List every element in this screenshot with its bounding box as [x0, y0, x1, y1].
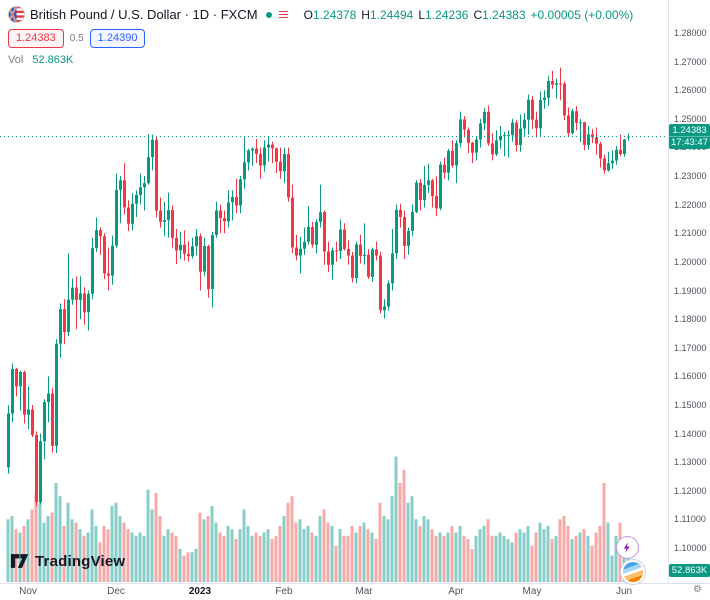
- buy-button[interactable]: 1.24390: [89, 29, 146, 48]
- price-tick: 1.21000: [674, 228, 707, 239]
- time-tick: Dec: [107, 586, 125, 597]
- volume-value: 52.863K: [32, 54, 74, 66]
- last-price-value: 1.24383: [672, 125, 707, 137]
- ohlc-values: O1.24378 H1.24494 L1.24236 C1.24383 +0.00005…: [299, 8, 634, 22]
- high-value: 1.24494: [369, 7, 414, 22]
- price-tick: 1.22000: [674, 199, 707, 210]
- price-tick: 1.10000: [674, 543, 707, 553]
- volume-bars: [6, 456, 630, 582]
- time-tick: Jun: [615, 586, 633, 597]
- time-tick: 2023: [188, 586, 212, 597]
- price-tick: 1.17000: [674, 342, 707, 353]
- volume-badge: 52.863K: [669, 564, 710, 577]
- bar-countdown: 17:43:47: [669, 136, 710, 148]
- price-tick: 1.12000: [674, 485, 707, 496]
- price-tick: 1.14000: [674, 428, 707, 439]
- price-tick: 1.26000: [674, 85, 707, 96]
- currency-pair-icon: [8, 6, 25, 23]
- price-tick: 1.18000: [674, 314, 707, 325]
- volume-row: Vol 52.863K: [8, 54, 633, 66]
- chart-legend: British Pound / U.S. Dollar · 1D · FXCM …: [8, 6, 633, 66]
- price-tick: 1.19000: [674, 285, 707, 296]
- bid-ask-row: 1.24383 0.5 1.24390: [8, 29, 633, 48]
- low-value: 1.24236: [425, 7, 469, 22]
- quick-actions-button[interactable]: [616, 536, 639, 559]
- price-tick: 1.20000: [674, 256, 707, 267]
- time-tick: Apr: [448, 586, 464, 597]
- price-axis-border: [668, 0, 669, 583]
- symbol-title[interactable]: British Pound / U.S. Dollar · 1D · FXCM: [30, 7, 258, 22]
- price-tick: 1.11000: [674, 514, 706, 525]
- legend-bars-icon[interactable]: [278, 10, 288, 19]
- volume-label: Vol: [8, 54, 24, 66]
- close-label: C: [473, 7, 483, 22]
- market-status-icon: [265, 11, 272, 18]
- tradingview-logo-text: TradingView: [35, 552, 126, 570]
- open-label: O: [303, 7, 313, 22]
- last-price-badge: 1.24383 17:43:47: [669, 124, 710, 150]
- time-tick: May: [522, 586, 542, 597]
- sell-button[interactable]: 1.24383: [8, 29, 64, 48]
- price-tick: 1.15000: [674, 399, 707, 410]
- time-axis-border: [0, 583, 710, 584]
- globe-icon: [623, 562, 643, 582]
- close-value: 1.24383: [482, 7, 526, 22]
- lightning-icon: [623, 542, 630, 553]
- price-tick: 1.28000: [674, 28, 707, 38]
- tradingview-logo[interactable]: TradingView: [10, 552, 125, 570]
- time-tick: Nov: [19, 586, 37, 597]
- symbol-row: British Pound / U.S. Dollar · 1D · FXCM …: [8, 6, 633, 23]
- price-tick: 1.13000: [674, 457, 707, 468]
- price-tick: 1.23000: [674, 171, 707, 182]
- change-value: +0.00005 (+0.00%): [530, 7, 634, 22]
- price-axis[interactable]: 1.280001.270001.260001.250001.240001.230…: [669, 0, 710, 583]
- price-tick: 1.27000: [674, 56, 707, 67]
- open-value: 1.24378: [312, 7, 357, 22]
- low-label: L: [418, 7, 426, 22]
- price-tick: 1.16000: [674, 371, 707, 382]
- time-axis[interactable]: Nov Dec 2023 Feb Mar Apr May Jun: [0, 584, 668, 600]
- axis-settings-icon[interactable]: ⚙: [693, 584, 702, 595]
- price-tick: 1.25000: [674, 113, 707, 124]
- community-button[interactable]: [620, 559, 646, 585]
- spread-value: 0.5: [69, 33, 84, 44]
- tradingview-logo-icon: [10, 554, 29, 568]
- high-label: H: [361, 7, 370, 22]
- candles: [7, 67, 630, 506]
- time-tick: Mar: [355, 586, 373, 597]
- time-tick: Feb: [275, 586, 293, 597]
